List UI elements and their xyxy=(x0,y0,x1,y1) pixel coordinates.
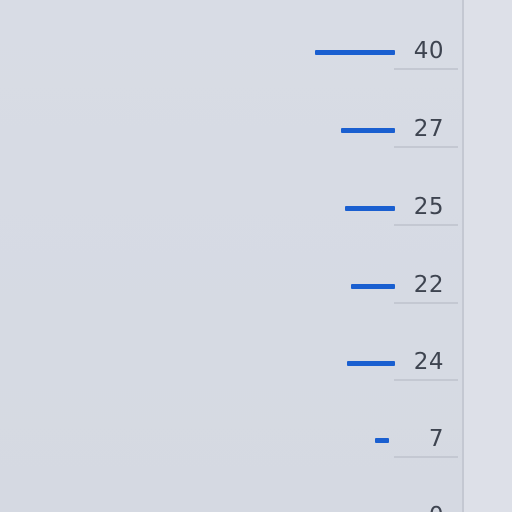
row-divider xyxy=(394,224,458,226)
value-bar xyxy=(341,128,395,133)
row-divider xyxy=(394,146,458,148)
value-bar xyxy=(351,284,395,289)
row-divider xyxy=(394,302,458,304)
list-row: 40 xyxy=(0,32,462,72)
count-list: 40 27 25 22 24 7 0 xyxy=(0,32,462,512)
value-bar xyxy=(375,438,389,443)
value-label: 0 xyxy=(394,503,444,512)
row-divider xyxy=(394,456,458,458)
list-row: 25 xyxy=(0,188,462,228)
value-label: 24 xyxy=(413,349,444,375)
right-panel xyxy=(462,0,512,512)
row-divider xyxy=(394,68,458,70)
value-bar xyxy=(315,50,395,55)
row-divider xyxy=(394,379,458,381)
list-row: 0 xyxy=(0,497,462,512)
list-row: 24 xyxy=(0,343,462,383)
value-label: 7 xyxy=(428,426,444,452)
value-bar xyxy=(345,206,395,211)
value-label: 40 xyxy=(413,38,444,64)
value-bar xyxy=(347,361,395,366)
list-row: 7 xyxy=(0,420,462,460)
list-row: 27 xyxy=(0,110,462,150)
list-row: 22 xyxy=(0,266,462,306)
value-label: 22 xyxy=(413,272,444,298)
value-label: 25 xyxy=(413,194,444,220)
value-label: 27 xyxy=(413,116,444,142)
